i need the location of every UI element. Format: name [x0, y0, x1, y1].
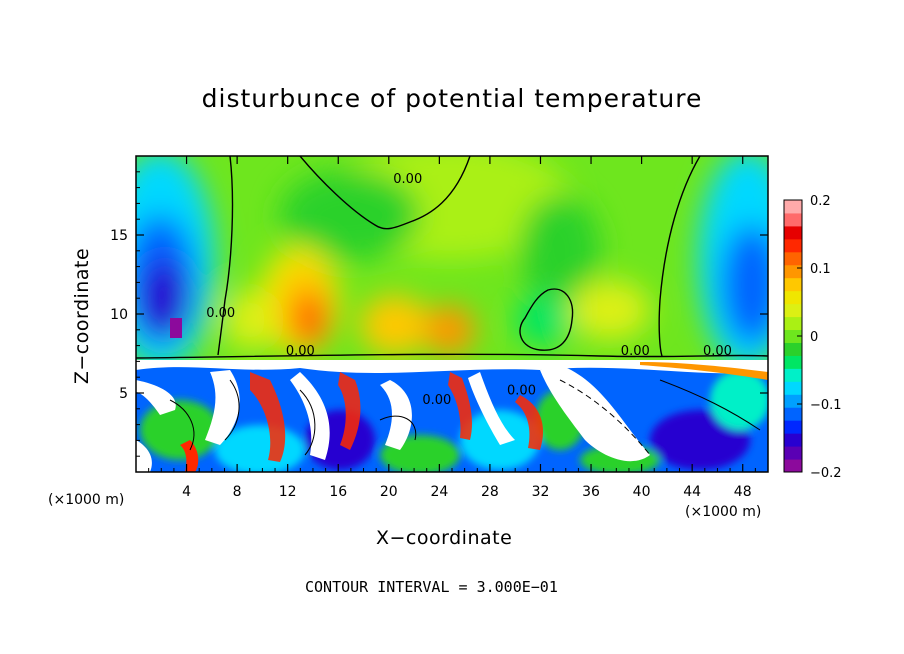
colorbar-swatch — [784, 433, 802, 447]
x-tick-label: 40 — [633, 484, 651, 500]
upper-field — [136, 156, 768, 370]
colorbar-swatch — [784, 225, 802, 240]
x-tick-label: 4 — [182, 484, 191, 500]
x-tick-label: 32 — [532, 484, 550, 500]
contour-label: 0.00 — [422, 393, 451, 408]
colorbar: 0.2 0.1 0 −0.1 −0.2 — [783, 194, 842, 481]
x-unit-left: (×1000 m) — [48, 492, 125, 508]
colorbar-swatch — [784, 446, 802, 460]
contour-lines — [136, 156, 768, 456]
y-tick-label: 15 — [110, 228, 128, 244]
colorbar-swatch — [784, 238, 802, 253]
colorbar-tick-label: 0.1 — [810, 262, 831, 277]
colorbar-swatch — [784, 316, 802, 331]
lower-turbulent-layer — [136, 360, 768, 472]
colorbar-swatch — [784, 394, 802, 408]
y-tick-label: 5 — [119, 386, 128, 402]
colorbar-swatch — [784, 264, 802, 279]
y-tick-label: 10 — [110, 307, 128, 323]
x-unit-right: (×1000 m) — [685, 504, 762, 520]
x-tick-label: 28 — [481, 484, 499, 500]
contour-label: 0.00 — [286, 344, 315, 359]
x-tick-label: 48 — [734, 484, 752, 500]
x-tick-label: 12 — [279, 484, 297, 500]
colorbar-swatch — [784, 200, 802, 214]
colorbar-swatch — [784, 212, 802, 227]
colorbar-swatch — [784, 407, 802, 421]
colorbar-tick-label: −0.1 — [810, 398, 842, 413]
colorbar-swatch — [784, 368, 802, 382]
x-tick-label: 24 — [430, 484, 448, 500]
contour-label: 0.00 — [206, 306, 235, 321]
colorbar-swatch — [784, 290, 802, 305]
colorbar-swatch — [784, 342, 802, 356]
colorbar-tick-label: −0.2 — [810, 466, 842, 481]
colorbar-swatch — [784, 277, 802, 292]
heatmap-field: 0.00 0.00 0.00 0.00 0.00 0.00 0.00 — [136, 156, 768, 472]
colorbar-swatch — [784, 329, 802, 343]
colorbar-swatch — [784, 303, 802, 318]
colorbar-swatch — [784, 355, 802, 369]
contour-label: 0.00 — [393, 172, 422, 187]
colorbar-swatch — [784, 251, 802, 266]
colorbar-tick-label: 0 — [810, 330, 818, 345]
colorbar-swatch — [784, 459, 802, 473]
x-tick-label: 20 — [380, 484, 398, 500]
x-tick-label: 8 — [233, 484, 242, 500]
x-tick-label: 44 — [683, 484, 701, 500]
x-tick-label: 16 — [329, 484, 347, 500]
x-tick-label: 36 — [582, 484, 600, 500]
chart-title: disturbunce of potential temperature — [201, 84, 703, 113]
contour-interval-note: CONTOUR INTERVAL = 3.000E−01 — [305, 578, 558, 596]
y-axis-label: Z−coordinate — [71, 247, 93, 385]
contour-labels: 0.00 0.00 0.00 0.00 0.00 0.00 0.00 — [206, 172, 732, 408]
x-axis-label: X−coordinate — [376, 527, 513, 549]
colorbar-swatch — [784, 381, 802, 395]
colorbar-tick-label: 0.2 — [810, 194, 831, 209]
contour-label: 0.00 — [703, 344, 732, 359]
contour-label: 0.00 — [507, 384, 536, 399]
contour-label: 0.00 — [621, 344, 650, 359]
colorbar-swatch — [784, 420, 802, 434]
